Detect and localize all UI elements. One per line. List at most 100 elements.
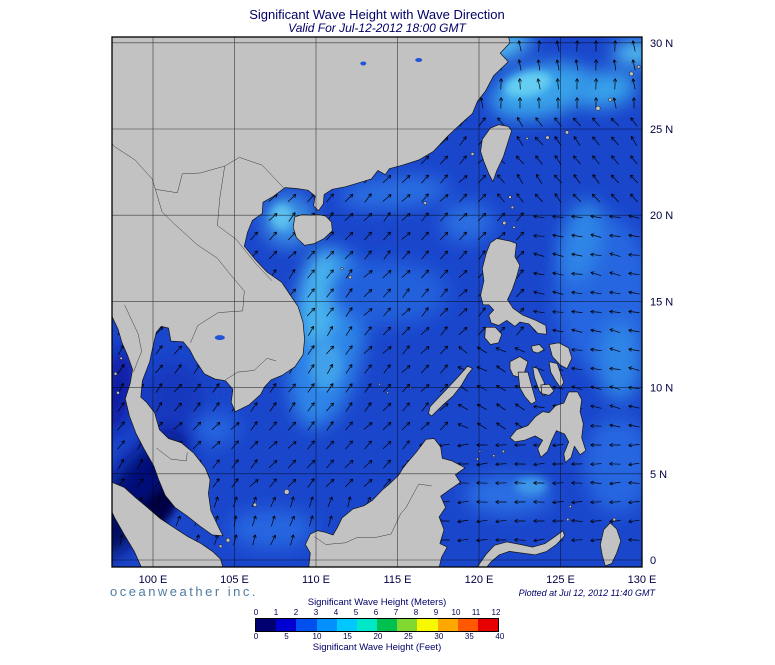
wave-height-shading <box>441 202 494 243</box>
wave-height-shading <box>560 199 604 283</box>
meters-tick: 4 <box>333 608 339 617</box>
lat-label: 0 <box>650 555 656 567</box>
lon-label: 115 E <box>384 574 412 586</box>
country-border <box>156 447 188 462</box>
country-border <box>112 142 285 194</box>
lon-label: 110 E <box>302 574 330 586</box>
lat-label: 30 N <box>650 38 673 50</box>
lat-label: 20 N <box>650 210 673 222</box>
lon-label: 130 E <box>628 574 657 586</box>
valid-time-subtitle: Valid For Jul-12-2012 18:00 GMT <box>288 21 466 35</box>
wave-height-shading <box>300 248 342 348</box>
colorbar-segment <box>276 619 297 631</box>
wave-height-shading <box>230 509 314 549</box>
wave-height-shading <box>270 203 293 230</box>
country-border <box>124 304 142 373</box>
graticule <box>112 37 642 567</box>
wave-height-shading <box>613 41 642 66</box>
island-dot <box>116 391 120 395</box>
island-dot <box>252 502 257 507</box>
wave-height-shading <box>339 176 450 210</box>
lat-label: 10 N <box>650 383 673 395</box>
island-dot <box>508 195 512 199</box>
island-dot <box>595 105 601 111</box>
plotted-timestamp: Plotted at Jul 12, 2012 11:40 GMT <box>518 588 655 598</box>
island-dot <box>501 449 505 453</box>
landmass <box>509 391 587 463</box>
island-dot <box>512 225 516 229</box>
wave-height-shading <box>331 260 448 325</box>
country-border <box>225 358 277 381</box>
feet-tick: 5 <box>284 632 289 641</box>
wave-height-shading <box>309 341 342 390</box>
landmass <box>530 344 545 354</box>
island-dot <box>566 517 570 522</box>
meters-tick: 3 <box>313 608 319 617</box>
colorbar-segment <box>477 619 499 631</box>
island-dot <box>629 71 634 77</box>
island-dot <box>636 65 641 69</box>
island-dot <box>283 489 290 495</box>
colorbar-segment <box>256 619 277 631</box>
lake <box>214 335 225 341</box>
island-dot <box>386 391 389 395</box>
landmass <box>428 365 473 417</box>
landmass <box>480 238 547 335</box>
wave-height-shading <box>515 476 548 495</box>
meters-tick: 0 <box>253 608 259 617</box>
colorbar-segment <box>336 619 357 631</box>
meters-tick: 12 <box>491 608 501 617</box>
colorbar-segment <box>437 619 458 631</box>
island-dot <box>113 372 118 376</box>
legend-feet-ticks: 0 5 10 15 20 25 30 35 40 <box>253 632 505 642</box>
island-dot <box>119 356 123 360</box>
feet-tick: 35 <box>464 632 474 641</box>
lake <box>415 58 423 62</box>
meters-tick: 10 <box>451 608 461 617</box>
island-dot <box>608 97 613 102</box>
lat-label: 15 N <box>650 296 673 308</box>
landmass <box>484 326 503 345</box>
oceanweather-branding: oceanweather inc. <box>110 584 259 599</box>
feet-tick: 40 <box>495 632 505 641</box>
island-dot <box>525 137 529 140</box>
landmass <box>292 213 333 246</box>
feet-tick: 10 <box>312 632 322 641</box>
island-dot <box>502 220 507 226</box>
page-title: Significant Wave Height with Wave Direct… <box>249 7 505 22</box>
colorbar-segment <box>377 619 398 631</box>
country-border <box>155 189 245 343</box>
wave-height-shading <box>597 321 642 402</box>
country-border <box>314 483 432 545</box>
lon-label: 105 E <box>220 574 249 586</box>
landmass <box>112 481 224 567</box>
landmass <box>517 371 537 405</box>
map-frame <box>111 36 643 568</box>
landmass <box>480 124 512 182</box>
island-dot <box>568 505 572 509</box>
meters-tick: 11 <box>471 608 481 617</box>
map-area <box>112 37 642 567</box>
island-dot <box>612 517 617 522</box>
feet-tick: 30 <box>434 632 444 641</box>
island-dot <box>225 537 231 543</box>
landmass <box>476 530 565 567</box>
lake <box>360 61 367 66</box>
wave-height-shading <box>576 70 636 108</box>
feet-tick: 20 <box>373 632 383 641</box>
lat-label: 25 N <box>650 124 673 136</box>
colorbar-segment <box>356 619 378 631</box>
landmass <box>600 522 622 567</box>
feet-tick: 0 <box>253 632 259 641</box>
wave-map: 30 N 25 N 20 N 15 N 10 N 5 N 0 100 E 105 E 110 E 1… <box>111 36 673 586</box>
colorbar-segment <box>457 619 478 631</box>
legend-feet-label: Significant Wave Height (Feet) <box>312 642 442 653</box>
island-dot <box>545 135 550 140</box>
island-dot <box>470 152 475 156</box>
island-dot <box>475 457 479 461</box>
island-dot <box>564 130 570 135</box>
meters-tick: 1 <box>273 608 279 617</box>
meters-tick: 5 <box>353 608 359 617</box>
meters-tick: 7 <box>393 608 399 617</box>
